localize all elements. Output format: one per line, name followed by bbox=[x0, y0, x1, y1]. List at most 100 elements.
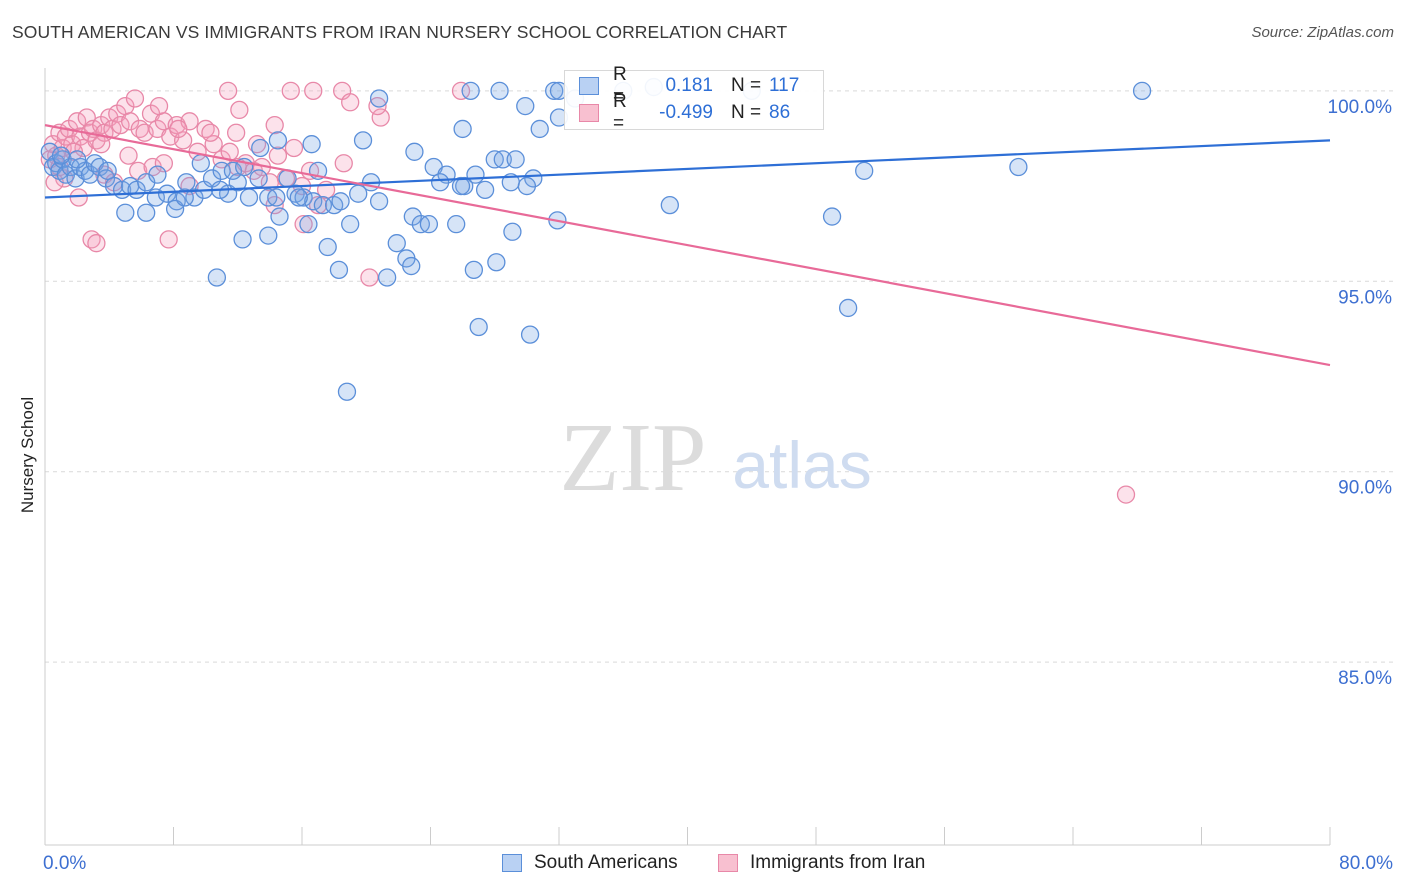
legend-n-value: 117 bbox=[769, 75, 800, 96]
iran-point bbox=[268, 146, 288, 165]
south-american-point bbox=[337, 382, 357, 401]
watermark: ZIP atlas bbox=[560, 404, 872, 512]
source-label: Source: ZipAtlas.com bbox=[1251, 24, 1394, 41]
south-american-point bbox=[98, 161, 117, 180]
south-american-point bbox=[461, 81, 480, 101]
south-american-point bbox=[268, 131, 288, 150]
legend-row-south-americans: R = 0.181 N = 117 bbox=[579, 64, 800, 107]
south-american-point bbox=[267, 188, 286, 207]
south-american-point bbox=[223, 161, 243, 180]
iran-point bbox=[149, 96, 169, 116]
iran-point bbox=[77, 108, 96, 127]
south-american-point bbox=[475, 180, 495, 200]
south-american-point bbox=[503, 222, 522, 241]
south-american-point bbox=[331, 192, 350, 211]
south-american-point bbox=[369, 192, 389, 211]
watermark-atlas: atlas bbox=[732, 428, 871, 502]
x-tick-label: 80.0% bbox=[1339, 853, 1393, 874]
iran-point bbox=[67, 112, 87, 131]
south-american-point bbox=[67, 150, 87, 169]
south-american-point bbox=[545, 81, 564, 101]
y-tick-label: 85.0% bbox=[1338, 668, 1392, 689]
south-american-point bbox=[402, 256, 421, 276]
y-tick-label: 90.0% bbox=[1338, 478, 1392, 499]
south-american-point bbox=[453, 119, 472, 139]
south-american-point bbox=[251, 138, 270, 158]
legend-swatch-south-americans bbox=[579, 77, 599, 95]
south-american-point bbox=[259, 226, 278, 245]
iran-point bbox=[173, 131, 193, 150]
iran-point bbox=[371, 108, 390, 127]
iran-point bbox=[92, 135, 111, 154]
iran-point bbox=[230, 100, 249, 120]
south-american-point bbox=[490, 81, 509, 101]
stats-legend: R = 0.181 N = 117 R = -0.499 N = 86 bbox=[564, 64, 824, 134]
iran-point bbox=[120, 112, 140, 131]
south-american-point bbox=[157, 184, 177, 203]
south-american-point bbox=[469, 317, 488, 337]
south-american-point bbox=[530, 119, 549, 139]
watermark-zip: ZIP bbox=[560, 404, 707, 512]
south-american-point bbox=[66, 169, 85, 188]
south-american-point bbox=[430, 173, 450, 192]
legend-item-south-americans[interactable]: South Americans bbox=[502, 852, 678, 874]
legend-swatch-iran bbox=[718, 854, 738, 872]
south-american-point bbox=[116, 203, 135, 222]
south-american-point bbox=[148, 165, 167, 184]
iran-point bbox=[226, 123, 246, 142]
south-american-point bbox=[191, 154, 210, 173]
series-legend: South Americans Immigrants from Iran bbox=[0, 852, 1406, 878]
iran-point bbox=[125, 89, 145, 108]
south-american-point bbox=[175, 188, 194, 207]
south-american-point bbox=[304, 192, 323, 211]
iran-point bbox=[281, 81, 300, 101]
south-american-point bbox=[838, 298, 858, 318]
iran-point bbox=[87, 234, 106, 253]
south-american-point bbox=[239, 188, 259, 207]
south-american-point bbox=[353, 131, 373, 150]
iran-point bbox=[1116, 485, 1136, 504]
south-american-point bbox=[270, 207, 289, 226]
south-american-point bbox=[329, 260, 349, 280]
south-american-point bbox=[294, 188, 313, 207]
iran-point bbox=[265, 115, 284, 135]
iran-point bbox=[169, 119, 188, 139]
legend-swatch-iran bbox=[579, 104, 599, 122]
south-american-point bbox=[349, 184, 368, 203]
x-tick-label: 0.0% bbox=[43, 853, 86, 874]
legend-label: Immigrants from Iran bbox=[750, 852, 926, 873]
iran-point bbox=[159, 230, 178, 249]
south-american-point bbox=[302, 135, 321, 154]
south-american-point bbox=[506, 150, 525, 169]
south-american-point bbox=[207, 268, 227, 287]
south-american-point bbox=[419, 215, 439, 234]
chart-title: SOUTH AMERICAN VS IMMIGRANTS FROM IRAN N… bbox=[12, 22, 788, 42]
south-american-point bbox=[487, 253, 506, 272]
iran-point bbox=[368, 96, 387, 116]
legend-n-label: N = bbox=[731, 75, 762, 96]
south-american-point bbox=[516, 96, 535, 116]
iran-point bbox=[218, 81, 238, 101]
south-american-point bbox=[137, 203, 156, 222]
south-american-point bbox=[318, 237, 337, 257]
south-american-point bbox=[377, 268, 397, 287]
south-american-point bbox=[517, 176, 537, 196]
legend-item-iran[interactable]: Immigrants from Iran bbox=[718, 852, 925, 874]
south-american-point bbox=[341, 215, 360, 234]
south-american-point bbox=[493, 150, 512, 169]
y-tick-label: 95.0% bbox=[1338, 287, 1392, 308]
south-american-point bbox=[369, 89, 389, 108]
y-tick-label: 100.0% bbox=[1328, 97, 1393, 118]
south-american-point bbox=[822, 207, 842, 226]
iran-point bbox=[119, 146, 138, 165]
legend-r-label: R = bbox=[613, 64, 627, 107]
south-american-point bbox=[177, 173, 196, 192]
iran-trendline bbox=[44, 124, 1331, 367]
legend-swatch-south-americans bbox=[502, 854, 522, 872]
iran-point bbox=[341, 93, 360, 112]
legend-n-label: N = bbox=[731, 102, 762, 123]
south-american-point bbox=[447, 215, 466, 234]
tick-labels: 100.0% 95.0% 90.0% 85.0% 0.0% 80.0% bbox=[43, 97, 1393, 874]
south-american-point bbox=[299, 215, 318, 234]
